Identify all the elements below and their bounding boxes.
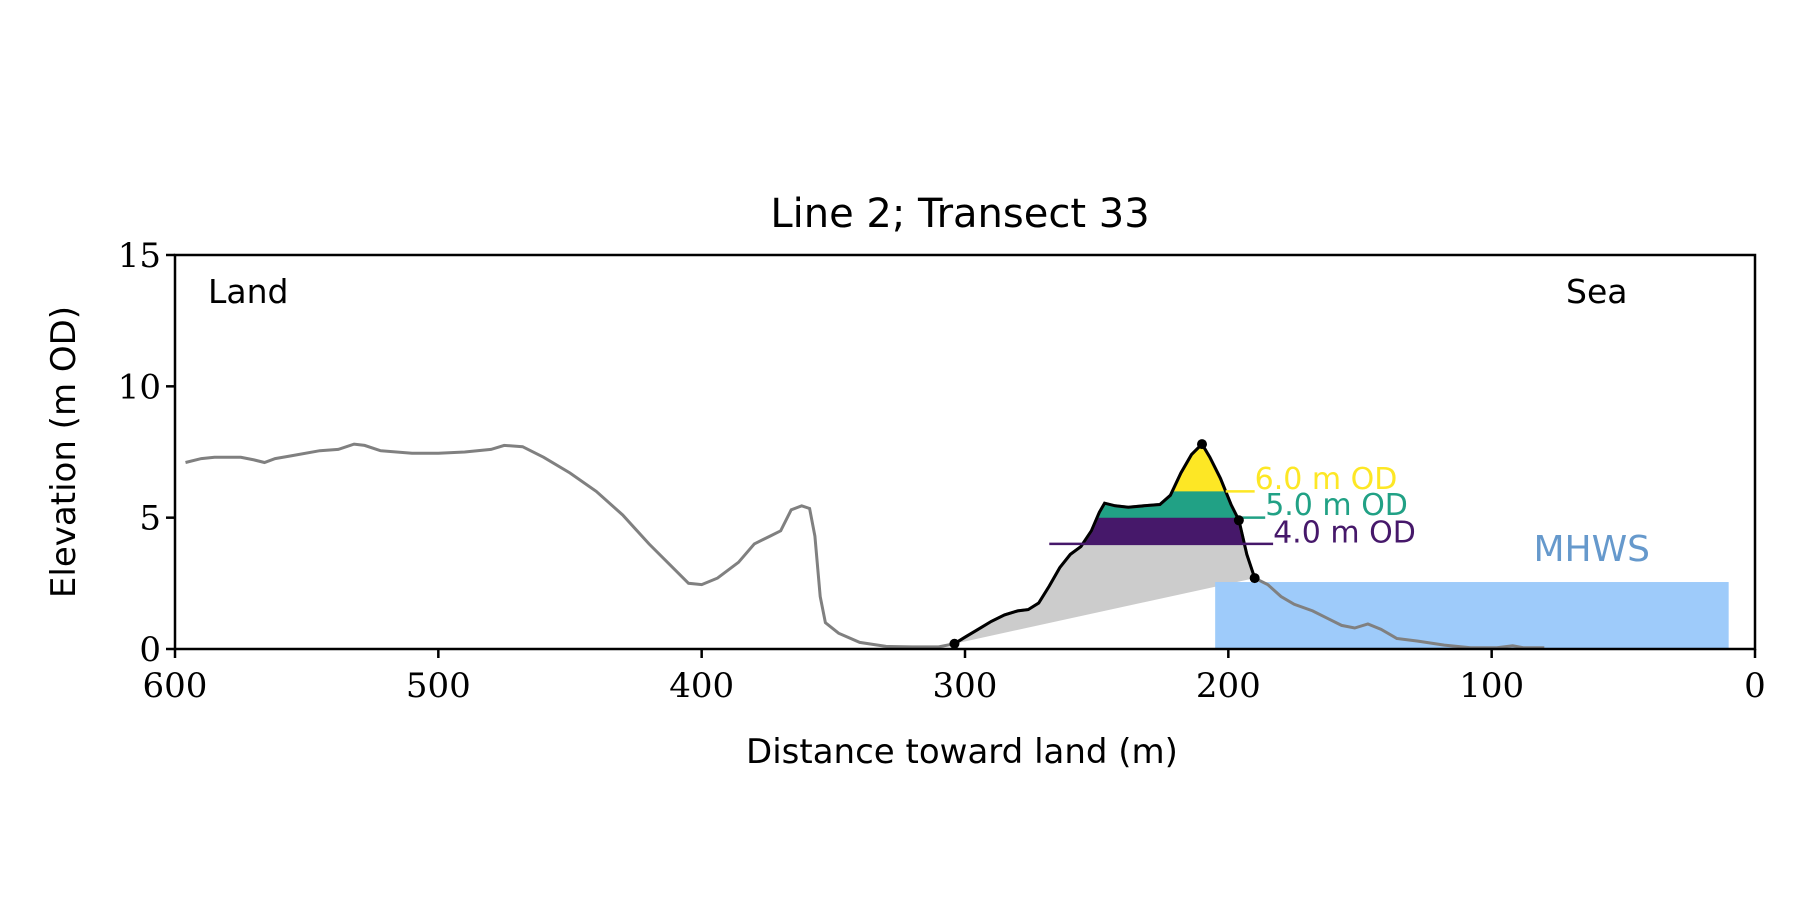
land-annotation: Land	[208, 272, 288, 311]
y-axis: 0 5 10 15	[118, 236, 175, 670]
x-tick-label-100: 100	[1459, 666, 1524, 706]
x-tick-label-500: 500	[406, 666, 471, 706]
dune-point-1	[1197, 439, 1207, 450]
y-tick-label-15: 15	[118, 236, 161, 276]
level-label-5: 5.0 m OD	[1265, 488, 1408, 523]
y-tick-label-0: 0	[139, 630, 161, 670]
dune-point-3	[1249, 573, 1260, 584]
band-6	[1172, 444, 1226, 492]
y-tick-label-5: 5	[139, 499, 161, 539]
sea-annotation: Sea	[1566, 272, 1627, 311]
dune-point-2	[1233, 515, 1244, 526]
chart-title: Line 2; Transect 33	[770, 191, 1149, 237]
x-axis-label: Distance toward land (m)	[746, 732, 1178, 772]
x-axis: 600 500 400 300 200 100 0	[143, 649, 1766, 706]
dune-point-0	[949, 638, 960, 649]
y-tick-label-10: 10	[118, 367, 161, 407]
x-tick-label-200: 200	[1196, 666, 1261, 706]
x-tick-label-0: 0	[1744, 666, 1766, 706]
x-tick-label-300: 300	[933, 666, 998, 706]
y-axis-label: Elevation (m OD)	[44, 306, 84, 598]
mhws-label: MHWS	[1533, 529, 1650, 570]
mhws-area	[1215, 582, 1729, 649]
dune-outline	[953, 441, 1257, 645]
plot-area: MHWS 4.0 m OD5.0 m OD6.0 m OD	[185, 439, 1729, 650]
x-tick-label-400: 400	[669, 666, 734, 706]
level-label-4: 4.0 m OD	[1273, 516, 1416, 551]
level-label-6: 6.0 m OD	[1255, 462, 1398, 497]
x-tick-label-600: 600	[143, 666, 208, 706]
